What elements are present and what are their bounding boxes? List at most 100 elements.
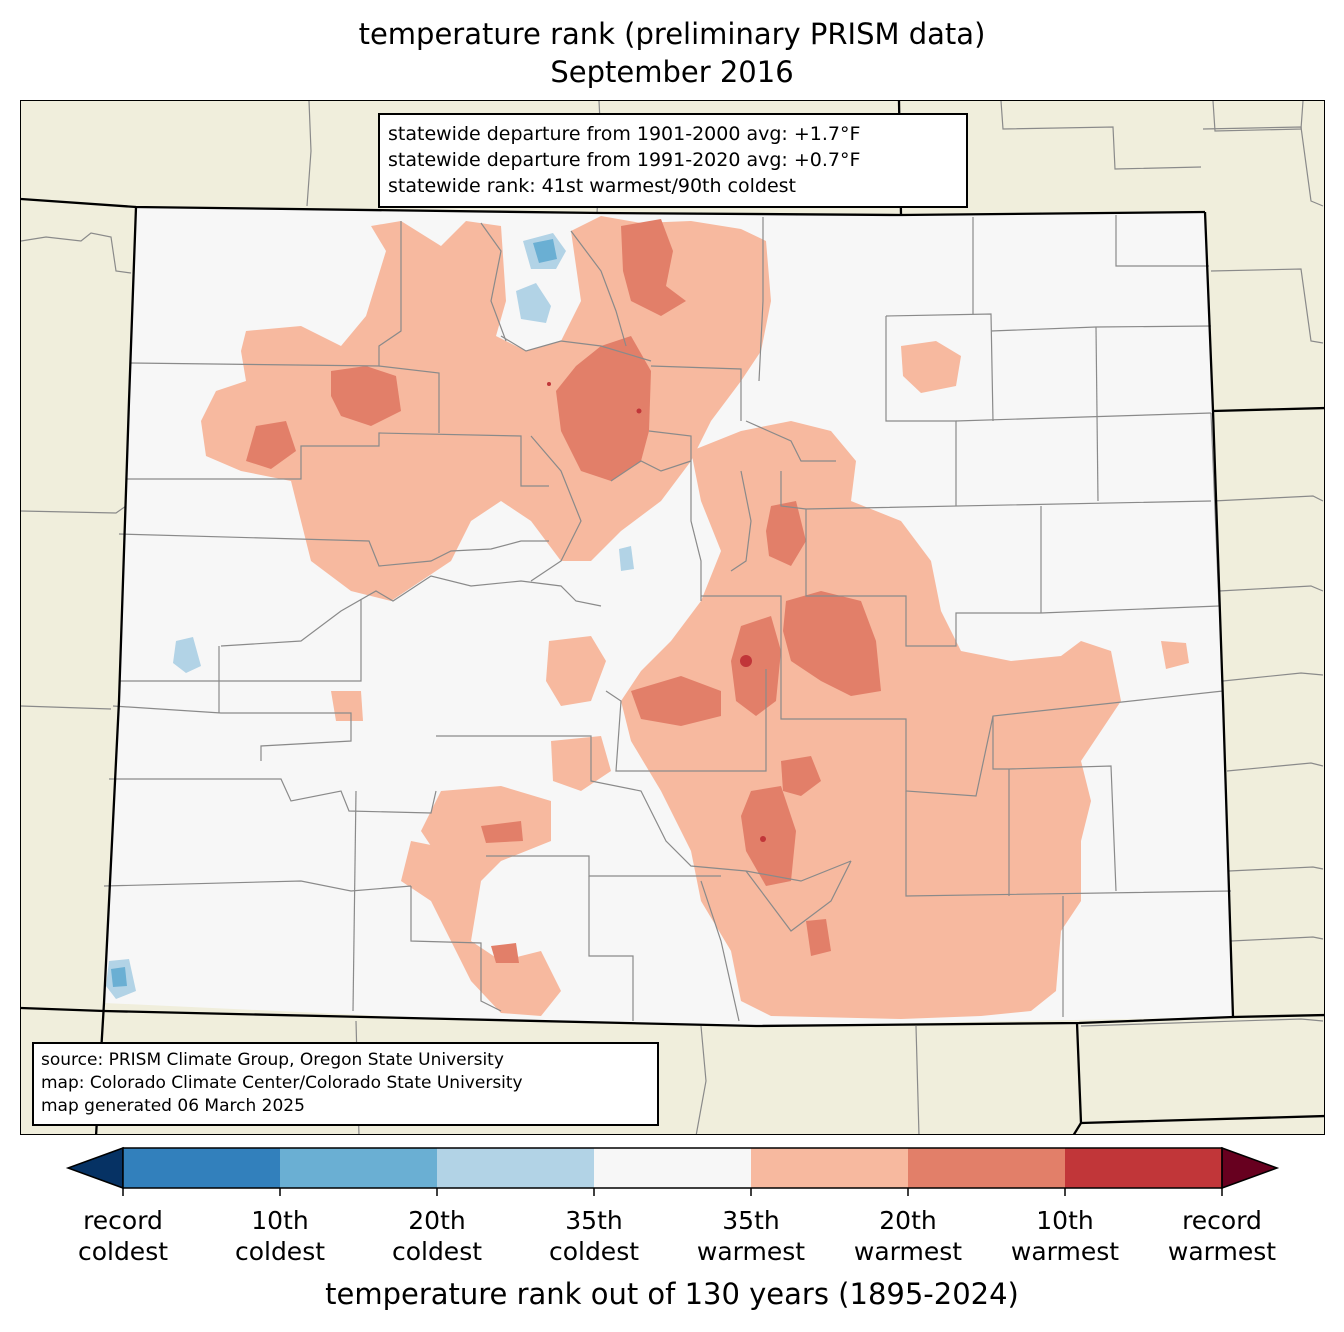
northern-cold-core (533, 239, 557, 263)
map-subtitle-date: September 2016 (550, 55, 794, 89)
county-line (119, 599, 362, 682)
map-credit: map: Colorado Climate Center/Colorado St… (41, 1073, 523, 1093)
colorbar-tick-label-line2: coldest (548, 1237, 640, 1266)
northwest-warm-patch (246, 421, 296, 469)
colorbar-tick-label: 35th warmest (671, 1205, 831, 1267)
county-line (885, 316, 957, 506)
county-line (530, 435, 582, 582)
northern-cold-patch (516, 283, 551, 323)
central-warm-patch (546, 636, 606, 706)
colorbar-tick-label-line2: warmest (853, 1237, 963, 1266)
county-line (378, 365, 440, 433)
county-line (109, 778, 437, 814)
pikes-peak-warm-region (783, 591, 881, 696)
kansas-county-line (1230, 936, 1324, 942)
county-line (588, 876, 634, 1021)
county-line (126, 432, 549, 487)
colorado-county-lines (103, 215, 1232, 1022)
southwest-cold-core (111, 967, 127, 987)
state-borders (21, 101, 1324, 1134)
northwest-warm-patch (331, 366, 401, 426)
county-line (112, 705, 352, 761)
kansas-county-line (1210, 268, 1324, 344)
northwest-warm-region (201, 216, 771, 601)
county-line (1095, 326, 1099, 502)
colorbar-bin (908, 1148, 1066, 1188)
warm-35th-regions (201, 216, 1189, 1019)
west-warm-patch (331, 691, 363, 721)
county-line (780, 471, 1212, 510)
county-line (885, 313, 994, 422)
warm-10th-spot (636, 408, 642, 414)
colorbar-tick-label: 35th coldest (514, 1205, 674, 1267)
source-credits-box: source: PRISM Climate Group, Oregon Stat… (32, 1042, 659, 1126)
north-front-range-warm-region (621, 219, 686, 316)
colorbar-tick-label-line1: record (1182, 1206, 1262, 1235)
colorbar-tick-label-line2: coldest (77, 1237, 169, 1266)
county-line (1040, 605, 1220, 614)
warm-10th-spot (547, 382, 551, 386)
colorbar-tick-label-line1: 10th (251, 1206, 309, 1235)
colorbar-tick-label-line2: warmest (696, 1237, 806, 1266)
county-line (605, 669, 767, 772)
county-line (758, 217, 764, 382)
denver-warm-patch (766, 501, 806, 566)
county-line (220, 575, 602, 647)
new-mexico-oklahoma-border (1072, 1022, 1083, 1134)
northeast-warm-patch (901, 341, 961, 393)
colorbar-tick-label: 10th warmest (985, 1205, 1145, 1267)
county-line (352, 790, 357, 1012)
central-cold-patch (619, 546, 634, 571)
county-line (650, 365, 742, 421)
kansas-county-line (1222, 672, 1324, 682)
county-line (436, 735, 852, 882)
kansas-county-line (1212, 495, 1324, 502)
utah-county-line (21, 505, 127, 514)
colorado-rank-map (21, 101, 1324, 1134)
colorbar-tick-label-line2: coldest (234, 1237, 326, 1266)
county-line (701, 595, 1224, 797)
colorbar-tick-label-line2: warmest (1167, 1237, 1277, 1266)
county-line (805, 509, 1041, 647)
county-line (1008, 765, 1117, 892)
new-mexico-county-line (695, 1025, 707, 1134)
utah-county-line (21, 705, 112, 710)
colorbar-tick-label-line1: 20th (408, 1206, 466, 1235)
county-line (745, 860, 852, 932)
colorbar-axis-label: temperature rank out of 130 years (1895-… (325, 1277, 1019, 1311)
colorbar-tick-label-line1: 35th (565, 1206, 623, 1235)
colorbar-bin (437, 1148, 595, 1188)
colorbar-tick-label: 20th coldest (357, 1205, 517, 1267)
colorbar-tick-label-line2: warmest (1010, 1237, 1120, 1266)
western-cold-patch (173, 637, 201, 673)
colorbar-tick-label: 20th warmest (828, 1205, 988, 1267)
colorbar-tick-label: 10th coldest (200, 1205, 360, 1267)
colorbar-frame (122, 1147, 1223, 1189)
warm-20th-regions (246, 219, 881, 963)
kansas-county-line (1228, 866, 1324, 872)
departure-1991-2020: statewide departure from 1991-2020 avg: … (388, 149, 861, 171)
kansas-county-line (1226, 762, 1324, 772)
central-east-warm-region (621, 421, 1121, 1019)
oklahoma-texas-border (1080, 1114, 1324, 1125)
warm-10th-spot (740, 655, 752, 667)
statewide-stats-box: statewide departure from 1901-2000 avg: … (378, 113, 968, 208)
kansas-county-line (1218, 585, 1324, 592)
colorbar-bin (594, 1148, 752, 1188)
colorbar (65, 1146, 1280, 1196)
southeast-warm-patch (741, 786, 796, 886)
county-line (1115, 215, 1209, 267)
departure-1901-2000: statewide departure from 1901-2000 avg: … (388, 123, 861, 145)
county-line (700, 880, 740, 1022)
county-line (992, 716, 1009, 770)
statewide-rank: statewide rank: 41st warmest/90th coldes… (388, 175, 797, 197)
san-luis-warm-patch (551, 736, 611, 791)
county-line (410, 886, 502, 1012)
colorbar-tick-label-line1: 35th (722, 1206, 780, 1235)
colorbar-bin (751, 1148, 909, 1188)
county-line (130, 221, 402, 367)
south-warm-patch (481, 821, 523, 843)
east-warm-patch (1161, 641, 1189, 669)
colorbar-tick-label-line1: 20th (879, 1206, 937, 1235)
county-line (648, 430, 702, 601)
